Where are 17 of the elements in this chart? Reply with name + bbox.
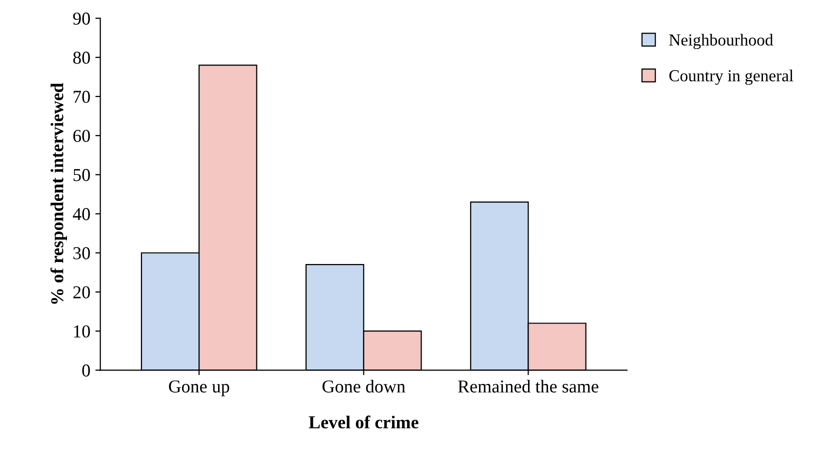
y-tick-label: 90	[73, 12, 90, 25]
y-tick-label: 40	[72, 208, 90, 220]
x-tick-label: Gone down	[322, 380, 406, 393]
y-tick-label: 30	[73, 247, 90, 260]
x-tick-label: Gone up	[168, 380, 230, 396]
y-tick-label: 60	[73, 130, 90, 142]
legend-label: Country in general	[669, 70, 794, 85]
y-tick-label: 20	[73, 286, 90, 298]
y-tick-label: 10	[74, 325, 90, 338]
y-tick-label: 50	[74, 168, 90, 182]
y-tick-label: 70	[74, 90, 90, 103]
y-tick-label: 80	[73, 52, 90, 64]
y-axis-title: % of respondent interviewed	[50, 83, 67, 304]
x-axis-title: Level of crime	[308, 416, 418, 428]
y-tick-label: 0	[82, 364, 90, 377]
x-tick-label: Remained the same	[458, 380, 598, 393]
legend-label: Neighbourhood	[669, 34, 774, 50]
